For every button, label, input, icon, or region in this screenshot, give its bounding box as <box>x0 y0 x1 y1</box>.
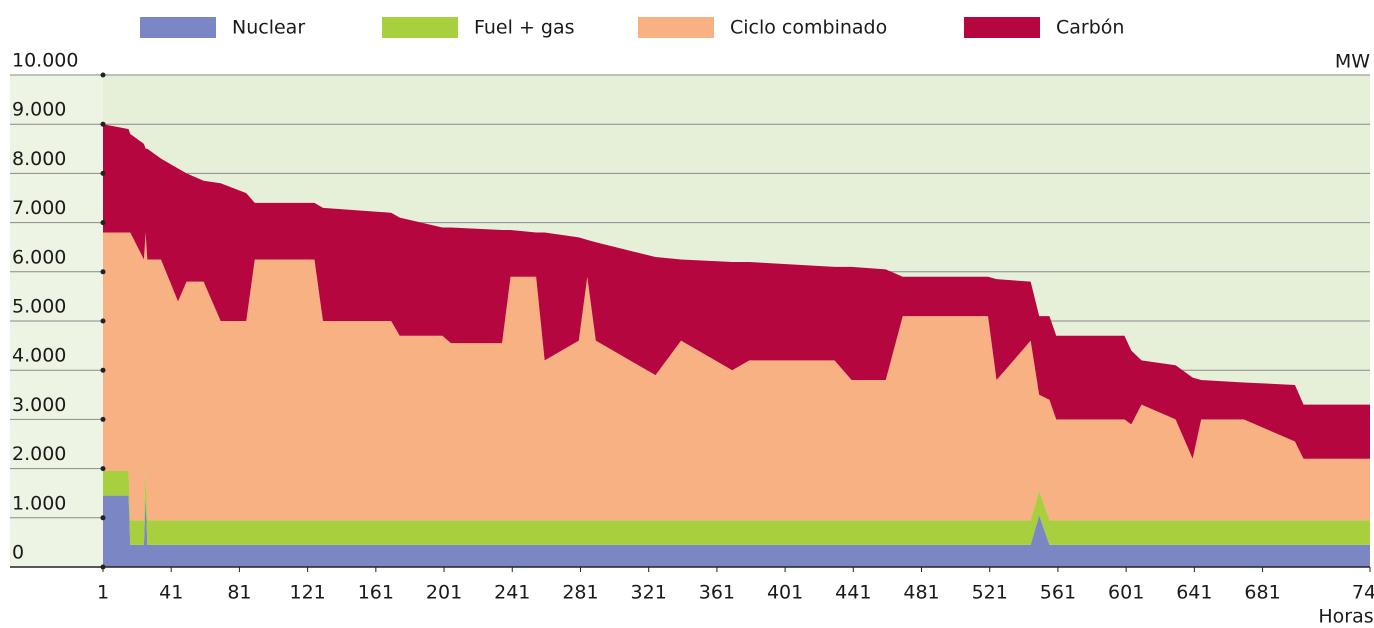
x-tick-label: 321 <box>631 582 667 604</box>
tick-dot <box>100 269 106 275</box>
tick-dot <box>100 466 106 472</box>
tick-dot <box>100 515 106 521</box>
legend-label: Nuclear <box>232 17 305 39</box>
x-tick-label: 521 <box>972 582 1008 604</box>
y-tick-label: 5.000 <box>12 296 66 318</box>
y-axis-label: MW <box>1335 51 1370 73</box>
x-tick-label: 81 <box>227 582 251 604</box>
tick-dot <box>100 318 106 324</box>
y-tick-label: 0 <box>12 542 24 564</box>
y-tick-label: 7.000 <box>12 197 66 219</box>
tick-dot <box>100 121 106 127</box>
y-tick-label: 2.000 <box>12 443 66 465</box>
x-tick-label: 481 <box>903 582 939 604</box>
y-tick-label: 10.000 <box>12 50 78 72</box>
x-tick-label: 601 <box>1108 582 1144 604</box>
x-axis-label: Horas <box>1318 606 1373 628</box>
x-tick-label: 561 <box>1040 582 1076 604</box>
legend-swatch <box>140 17 216 38</box>
area <box>103 495 1370 567</box>
x-tick-label: 1 <box>97 582 109 604</box>
y-tick-label: 1.000 <box>12 492 66 514</box>
x-tick-label: 744 <box>1352 582 1374 604</box>
x-tick-label: 281 <box>562 582 598 604</box>
x-tick-label: 681 <box>1244 582 1280 604</box>
area <box>103 232 1370 521</box>
x-tick-label: 361 <box>699 582 735 604</box>
tick-dot <box>100 416 106 422</box>
legend-swatch <box>964 17 1040 38</box>
legend-label: Carbón <box>1056 17 1124 39</box>
x-tick-label: 641 <box>1176 582 1212 604</box>
legend-swatch <box>638 17 714 38</box>
x-tick-label: 121 <box>289 582 325 604</box>
legend-label: Ciclo combinado <box>730 17 887 39</box>
y-tick-label: 4.000 <box>12 345 66 367</box>
x-tick-label: 241 <box>494 582 530 604</box>
area <box>103 124 1370 459</box>
y-tick-label: 6.000 <box>12 246 66 268</box>
x-tick-label: 401 <box>767 582 803 604</box>
area <box>103 471 1370 545</box>
tick-dot <box>100 170 106 176</box>
tick-dot <box>100 220 106 226</box>
y-tick-label: 9.000 <box>12 99 66 121</box>
y-tick-label: 8.000 <box>12 148 66 170</box>
legend-label: Fuel + gas <box>474 17 575 39</box>
x-tick-label: 441 <box>835 582 871 604</box>
x-tick-label: 161 <box>358 582 394 604</box>
tick-dot <box>100 72 106 78</box>
legend-swatch <box>382 17 458 38</box>
tick-dot <box>100 367 106 373</box>
y-tick-label: 3.000 <box>12 394 66 416</box>
x-tick-label: 41 <box>159 582 183 604</box>
x-tick-label: 201 <box>426 582 462 604</box>
